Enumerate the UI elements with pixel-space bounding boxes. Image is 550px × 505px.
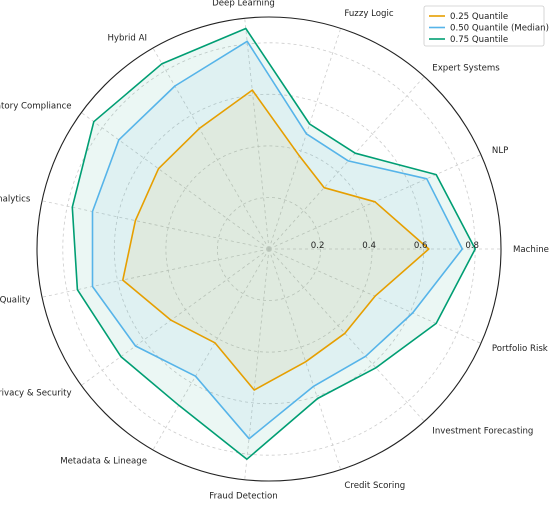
legend-entry: 0.75 Quantile bbox=[450, 35, 508, 45]
category-label: Credit Scoring bbox=[344, 481, 405, 491]
category-label: Fuzzy Logic bbox=[344, 9, 393, 19]
legend: 0.25 Quantile 0.50 Quantile (Median)0.75 … bbox=[423, 5, 549, 47]
category-label: Investment Forecasting bbox=[432, 426, 533, 436]
category-label: Expert Systems bbox=[432, 64, 500, 74]
category-label: Portfolio Risk Mgmt bbox=[492, 344, 550, 354]
radial-gridline bbox=[268, 248, 342, 470]
radial-tick-layer: 0.2 0.4 0.6 0.8 bbox=[311, 241, 479, 251]
category-label: Data Quality bbox=[0, 296, 30, 306]
category-label: Machine Learning bbox=[513, 245, 550, 255]
category-label: Data Privacy & Security bbox=[0, 388, 72, 398]
legend-entry: 0.50 Quantile (Median) bbox=[450, 24, 549, 34]
circular-gridline bbox=[216, 196, 321, 301]
radial-gridline bbox=[42, 200, 270, 250]
radial-tick-label: 0.2 bbox=[311, 241, 325, 251]
category-label: Hybrid AI bbox=[107, 34, 147, 44]
series-layer bbox=[71, 27, 477, 461]
radial-tick-label: 0.4 bbox=[362, 241, 376, 251]
radial-gridline bbox=[81, 248, 270, 386]
category-label: Fraud Detection bbox=[209, 492, 278, 501]
category-label: Risk Analytics bbox=[0, 194, 31, 204]
category-label: Deep Learning bbox=[212, 0, 275, 8]
circular-gridline bbox=[113, 93, 425, 405]
radial-tick-label: 0.6 bbox=[414, 241, 428, 251]
legend-box bbox=[423, 5, 545, 47]
radial-gridline bbox=[42, 248, 270, 298]
radial-gridline bbox=[152, 248, 270, 451]
series-polygon bbox=[71, 27, 477, 461]
circular-gridline bbox=[165, 145, 373, 353]
category-label: NLP bbox=[492, 146, 508, 156]
radial-gridline bbox=[152, 47, 270, 250]
series-polygon bbox=[91, 40, 464, 440]
polar-frame bbox=[36, 16, 502, 482]
radial-gridline bbox=[81, 112, 270, 250]
radial-gridline bbox=[268, 248, 425, 422]
radial-gridline bbox=[268, 28, 342, 250]
radial-tick-label: 0.8 bbox=[465, 241, 479, 251]
radial-gridline bbox=[244, 248, 270, 480]
category-label: Metadata & Lineage bbox=[60, 456, 147, 466]
legend-entry: 0.25 Quantile bbox=[450, 12, 508, 22]
series-polygon bbox=[122, 89, 430, 391]
radial-gridline bbox=[268, 76, 425, 250]
category-label: Regulatory Compliance bbox=[0, 102, 72, 112]
radial-gridline bbox=[244, 18, 270, 250]
